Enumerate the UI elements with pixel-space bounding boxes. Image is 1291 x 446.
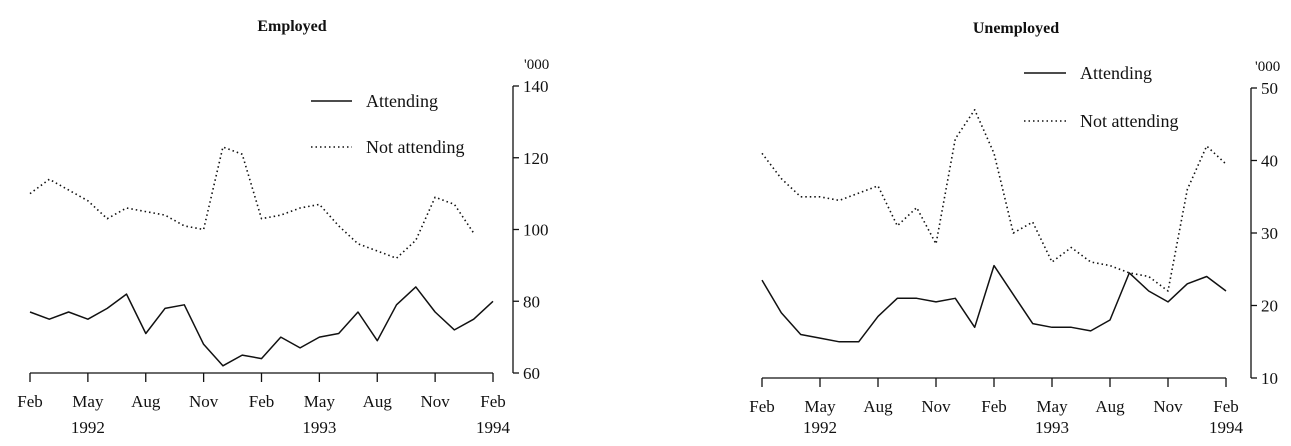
series-line-attending: [30, 287, 493, 366]
legend-label: Attending: [366, 91, 438, 111]
y-tick-label: 50: [1261, 79, 1278, 98]
x-tick-label: Nov: [921, 397, 951, 416]
year-label: 1993: [1035, 418, 1069, 437]
year-label: 1992: [71, 418, 105, 437]
series-line-not-attending: [762, 110, 1226, 291]
y-tick-label: 140: [523, 77, 549, 96]
x-tick-label: Nov: [189, 392, 219, 411]
y-tick-label: 80: [523, 292, 540, 311]
y-tick-label: 40: [1261, 152, 1278, 171]
x-tick-label: Aug: [131, 392, 161, 411]
x-tick-label: Nov: [1153, 397, 1183, 416]
series-line-not-attending: [30, 147, 474, 258]
x-tick-label: Feb: [749, 397, 775, 416]
x-tick-label: Feb: [1213, 397, 1239, 416]
x-tick-label: Feb: [981, 397, 1007, 416]
y-unit-label: '000: [524, 57, 549, 73]
year-label: 1992: [803, 418, 837, 437]
x-tick-label: May: [1036, 397, 1068, 416]
y-tick-label: 100: [523, 221, 549, 240]
chart-title: Employed: [257, 18, 326, 35]
year-label: 1994: [1209, 418, 1244, 437]
y-tick-label: 120: [523, 149, 549, 168]
chart-unemployed: Unemployed Feb May Aug Nov Feb May Aug Nov Feb 199…: [749, 20, 1280, 437]
y-tick-label: 30: [1261, 224, 1278, 243]
y-tick-label: 10: [1261, 369, 1278, 388]
x-tick-label: Aug: [1095, 397, 1125, 416]
x-tick-label: May: [304, 392, 336, 411]
x-tick-label: Feb: [249, 392, 275, 411]
x-tick-label: May: [72, 392, 104, 411]
y-tick-label: 20: [1261, 297, 1278, 316]
legend-label: Not attending: [366, 137, 464, 157]
x-tick-label: May: [804, 397, 836, 416]
x-tick-label: Feb: [480, 392, 506, 411]
x-tick-label: Nov: [420, 392, 450, 411]
year-label: 1994: [476, 418, 511, 437]
series-line-attending: [762, 266, 1226, 342]
y-unit-label: '000: [1255, 59, 1280, 75]
y-tick-label: 60: [523, 364, 540, 383]
x-tick-label: Aug: [863, 397, 893, 416]
legend-label: Not attending: [1080, 111, 1178, 131]
year-label: 1993: [302, 418, 336, 437]
x-tick-label: Aug: [363, 392, 393, 411]
chart-employed: Employed Feb May Aug Nov Feb May Aug Nov Feb 1992 1…: [17, 18, 549, 437]
x-tick-label: Feb: [17, 392, 43, 411]
legend-label: Attending: [1080, 63, 1152, 83]
chart-title: Unemployed: [973, 20, 1059, 37]
